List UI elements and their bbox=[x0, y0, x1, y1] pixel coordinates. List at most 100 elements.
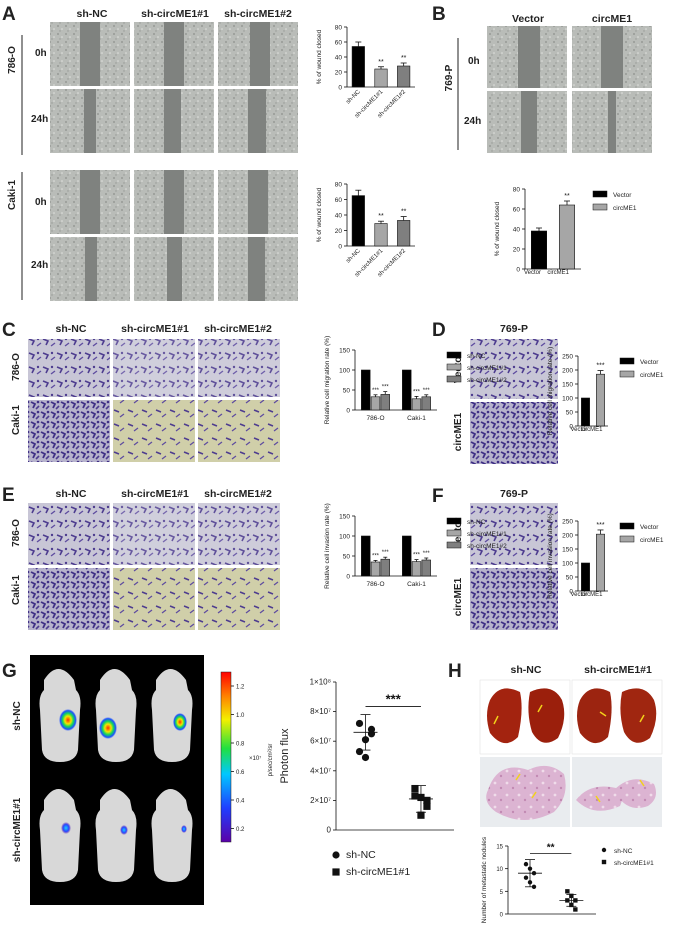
significance-label: *** bbox=[372, 553, 380, 559]
panel-c: C sh-NC sh-circME1#1 sh-circME1#2 786-O … bbox=[2, 320, 280, 462]
y-tick-label: 40 bbox=[335, 54, 343, 61]
e-row-caki-1: Caki-1 bbox=[11, 575, 22, 605]
significance-label: ** bbox=[401, 209, 407, 216]
legend-marker bbox=[601, 847, 607, 853]
time-0h-caki: 0h bbox=[35, 197, 47, 208]
c-col-sh-circme1-1: sh-circME1#1 bbox=[121, 323, 189, 335]
colorbar: 1.2 1.0 0.8 0.6 0.4 0.2 p/sec/cm²/sr ×10⁷ bbox=[220, 671, 274, 843]
y-tick-label: 150 bbox=[562, 381, 573, 388]
panel-letter-d: D bbox=[432, 320, 446, 341]
significance-label: *** bbox=[382, 550, 390, 556]
y-tick-label: 20 bbox=[513, 246, 521, 253]
bar bbox=[351, 195, 365, 247]
y-tick-label: 40 bbox=[335, 212, 343, 219]
legend-marker bbox=[332, 851, 340, 859]
data-point bbox=[523, 861, 529, 867]
colorbar-tick-label: 1.2 bbox=[236, 685, 245, 691]
legend-swatch bbox=[619, 522, 635, 530]
significance-label: *** bbox=[372, 388, 380, 394]
panel-h: H sh-NC sh-circME1#1 bbox=[448, 661, 663, 827]
significance-label: *** bbox=[413, 389, 421, 395]
legend-label: Vector bbox=[640, 524, 659, 531]
colorbar-tick-label: 0.6 bbox=[236, 770, 245, 776]
data-point bbox=[411, 784, 419, 793]
legend-label: circME1 bbox=[640, 372, 664, 379]
legend-label: sh-circME1#1 bbox=[467, 365, 507, 372]
bar bbox=[596, 533, 605, 592]
y-tick-label: 50 bbox=[343, 387, 351, 394]
y-tick-label: 60 bbox=[335, 39, 343, 46]
panel-letter-c: C bbox=[2, 320, 16, 341]
y-tick-label: 200 bbox=[562, 532, 573, 539]
bar bbox=[530, 230, 547, 270]
y-tick-label: 100 bbox=[562, 560, 573, 567]
panel-g: G sh-NC sh-circME1#1 1.2 1.0 0.8 0.6 0.4 0.2 bbox=[2, 655, 274, 905]
legend-swatch bbox=[619, 535, 635, 543]
y-tick-label: 4×10⁷ bbox=[310, 766, 331, 775]
transwell-migration-images bbox=[28, 339, 280, 462]
y-tick-label: 1×10⁸ bbox=[310, 678, 331, 687]
c-col-sh-circme1-2: sh-circME1#2 bbox=[204, 323, 272, 335]
colorbar-unit: p/sec/cm²/sr bbox=[268, 744, 274, 777]
col-header-sh-circme1-2: sh-circME1#2 bbox=[224, 8, 292, 20]
legend-label: sh-NC bbox=[467, 353, 486, 360]
significance-label: ** bbox=[401, 55, 407, 62]
legend-swatch bbox=[592, 203, 608, 211]
y-tick-label: 150 bbox=[339, 513, 350, 520]
f-title-769-p: 769-P bbox=[500, 488, 528, 500]
legend-label: Vector bbox=[640, 359, 659, 366]
colorbar-tick-label: 0.8 bbox=[236, 742, 245, 748]
y-tick-label: 0 bbox=[569, 588, 573, 595]
y-tick-label: 50 bbox=[566, 574, 574, 581]
y-tick-label: 80 bbox=[513, 186, 521, 193]
y-tick-label: 200 bbox=[562, 367, 573, 374]
legend-swatch bbox=[446, 541, 462, 549]
y-axis-label: Relative cell invasion rate (%) bbox=[547, 513, 554, 599]
y-axis-label: Relative cell migration rate (%) bbox=[324, 336, 331, 425]
y-tick-label: 60 bbox=[335, 197, 343, 204]
bar bbox=[421, 559, 431, 577]
panel-d: D 769-P Vector circME1 bbox=[432, 320, 558, 464]
bar bbox=[374, 223, 388, 247]
y-tick-label: 150 bbox=[339, 347, 350, 354]
bar bbox=[402, 369, 412, 411]
y-tick-label: 250 bbox=[562, 353, 573, 360]
y-tick-label: 0 bbox=[569, 423, 573, 430]
legend-label: sh-circME1#1 bbox=[346, 866, 410, 878]
data-point bbox=[423, 796, 431, 804]
y-tick-label: 10 bbox=[496, 867, 503, 873]
time-0h: 0h bbox=[35, 48, 47, 59]
chart-c-migration: 0 50 100 150 Relative cell migration rate (%… bbox=[324, 336, 507, 425]
time-24h: 24h bbox=[31, 114, 48, 125]
x-tick-label: circME1 bbox=[581, 427, 603, 433]
y-tick-label: 150 bbox=[562, 546, 573, 553]
significance-label: *** bbox=[386, 692, 402, 707]
legend-label: sh-NC bbox=[467, 519, 486, 526]
e-col-sh-circme1-2: sh-circME1#2 bbox=[204, 488, 272, 500]
data-point bbox=[355, 747, 364, 756]
panel-letter-h: H bbox=[448, 661, 462, 682]
colorbar-exponent: ×10⁷ bbox=[249, 755, 261, 762]
c-col-sh-nc: sh-NC bbox=[56, 323, 87, 335]
significance-label: *** bbox=[413, 553, 421, 559]
d-title-769-p: 769-P bbox=[500, 323, 528, 335]
data-point bbox=[355, 719, 364, 728]
e-col-sh-circme1-1: sh-circME1#1 bbox=[121, 488, 189, 500]
panel-e: E sh-NC sh-circME1#1 sh-circME1#2 786-O … bbox=[2, 485, 280, 630]
row-label-769-p: 769-P bbox=[444, 64, 455, 91]
f-row-circme1: circME1 bbox=[453, 577, 464, 616]
d-transwell-images bbox=[470, 339, 558, 464]
y-tick-label: 0 bbox=[516, 266, 520, 273]
bar bbox=[397, 65, 411, 88]
data-point bbox=[367, 730, 376, 738]
c-row-786-o: 786-O bbox=[11, 353, 22, 381]
panel-letter-g: G bbox=[2, 661, 17, 682]
g-row-sh-nc: sh-NC bbox=[12, 701, 23, 730]
legend-marker bbox=[601, 859, 607, 865]
bar bbox=[558, 204, 575, 270]
x-tick-label: circME1 bbox=[581, 592, 603, 598]
legend-label: circME1 bbox=[613, 205, 637, 212]
y-tick-label: 100 bbox=[339, 367, 350, 374]
y-tick-label: 8×10⁷ bbox=[310, 707, 331, 716]
